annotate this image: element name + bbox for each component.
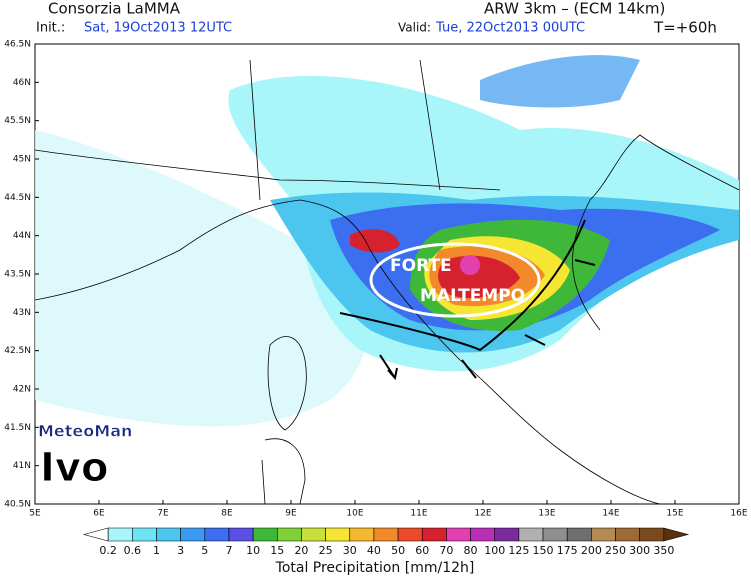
legend-level: 15: [270, 544, 284, 557]
legend-swatch: [591, 527, 616, 542]
legend-level: 300: [629, 544, 650, 557]
legend-swatch: [252, 527, 278, 542]
lat-label: 42.5N: [4, 346, 31, 356]
lat-label: 44N: [13, 231, 31, 241]
legend-level: 70: [439, 544, 453, 557]
legend-level: 1: [153, 544, 160, 557]
lon-label: 10E: [346, 509, 363, 519]
lat-label: 46.5N: [4, 40, 31, 50]
legend-title: Total Precipitation [mm/12h]: [275, 560, 475, 576]
legend-level: 50: [391, 544, 405, 557]
init-label: Init.:: [36, 21, 65, 36]
model-name: ARW 3km – (ECM 14km): [484, 0, 665, 18]
lon-label: 13E: [538, 509, 555, 519]
lat-label: 42N: [13, 385, 31, 395]
legend-swatch: [663, 527, 690, 542]
legend-swatch: [639, 527, 665, 542]
lon-label: 14E: [602, 509, 619, 519]
lat-label: 46N: [13, 78, 31, 88]
lon-label: 16E: [730, 509, 747, 519]
legend-level: 0.6: [124, 544, 142, 557]
lat-label: 45.5N: [4, 116, 31, 126]
legend-swatch: [204, 527, 230, 542]
legend-swatch: [180, 527, 206, 542]
legend-swatch: [82, 527, 109, 542]
lon-label: 6E: [93, 509, 105, 519]
lat-label: 43N: [13, 308, 31, 318]
lon-label: 7E: [157, 509, 169, 519]
legend-level: 5: [201, 544, 208, 557]
legend-level: 60: [415, 544, 429, 557]
legend-swatch: [470, 527, 496, 542]
lon-label: 11E: [410, 509, 427, 519]
lead-time: T=+60h: [653, 19, 717, 37]
legend-swatch: [615, 527, 640, 542]
lat-label: 41.5N: [4, 423, 31, 433]
lat-label: 45N: [13, 155, 31, 165]
legend-swatch: [301, 527, 326, 542]
valid-label: Valid:: [398, 21, 431, 35]
legend-level: 3: [177, 544, 184, 557]
legend-level: 0.2: [99, 544, 117, 557]
lon-label: 12E: [474, 509, 491, 519]
legend-swatch: [446, 527, 471, 542]
legend-level: 7: [225, 544, 232, 557]
legend-swatch: [518, 527, 544, 542]
legend-swatch: [397, 527, 423, 542]
legend-level: 350: [653, 544, 674, 557]
legend-swatch: [228, 527, 254, 542]
legend-swatch: [349, 527, 375, 542]
legend-swatch: [156, 527, 181, 542]
annotation: FORTE: [390, 256, 452, 276]
legend-level: 100: [484, 544, 505, 557]
legend-level: 30: [343, 544, 357, 557]
legend-level: 125: [508, 544, 529, 557]
lon-label: 9E: [285, 509, 297, 519]
coastlines: [35, 59, 739, 504]
annotation: MALTEMPO: [420, 286, 525, 306]
legend-swatch: [542, 527, 568, 542]
lat-label: 41N: [13, 461, 31, 471]
legend-level: 175: [557, 544, 578, 557]
legend-level: 150: [533, 544, 554, 557]
lat-label: 44.5N: [4, 193, 31, 203]
legend-swatch: [276, 527, 302, 542]
valid-date: Tue, 22Oct2013 00UTC: [435, 21, 585, 36]
init-date: Sat, 19Oct2013 12UTC: [84, 21, 232, 36]
legend-swatch: [325, 527, 351, 542]
lon-label: 15E: [666, 509, 683, 519]
legend-level: 40: [367, 544, 381, 557]
legend-level: 80: [464, 544, 478, 557]
legend-level: 20: [294, 544, 308, 557]
map-area: FORTE MALTEMPO MeteoMan Ivo: [34, 43, 740, 505]
legend-swatch: [107, 527, 133, 542]
legend-swatch: [494, 527, 520, 542]
logo-text: MeteoMan: [38, 422, 132, 441]
legend-level: 10: [246, 544, 260, 557]
lat-label: 43.5N: [4, 270, 31, 280]
logo-text: Ivo: [40, 445, 108, 491]
precipitation-field: [35, 55, 739, 427]
lon-label: 5E: [29, 509, 41, 519]
legend-swatch: [132, 527, 157, 542]
legend-swatch: [566, 527, 592, 542]
legend-level: 25: [319, 544, 333, 557]
legend-swatch: [373, 527, 399, 542]
header-title: Consorzia LaMMA: [48, 0, 181, 18]
legend-level: 250: [605, 544, 626, 557]
flow-arrows: [339, 219, 596, 381]
legend-level: 200: [581, 544, 602, 557]
lon-label: 8E: [221, 509, 233, 519]
legend-swatch: [421, 527, 447, 542]
lat-label: 40.5N: [4, 500, 31, 510]
